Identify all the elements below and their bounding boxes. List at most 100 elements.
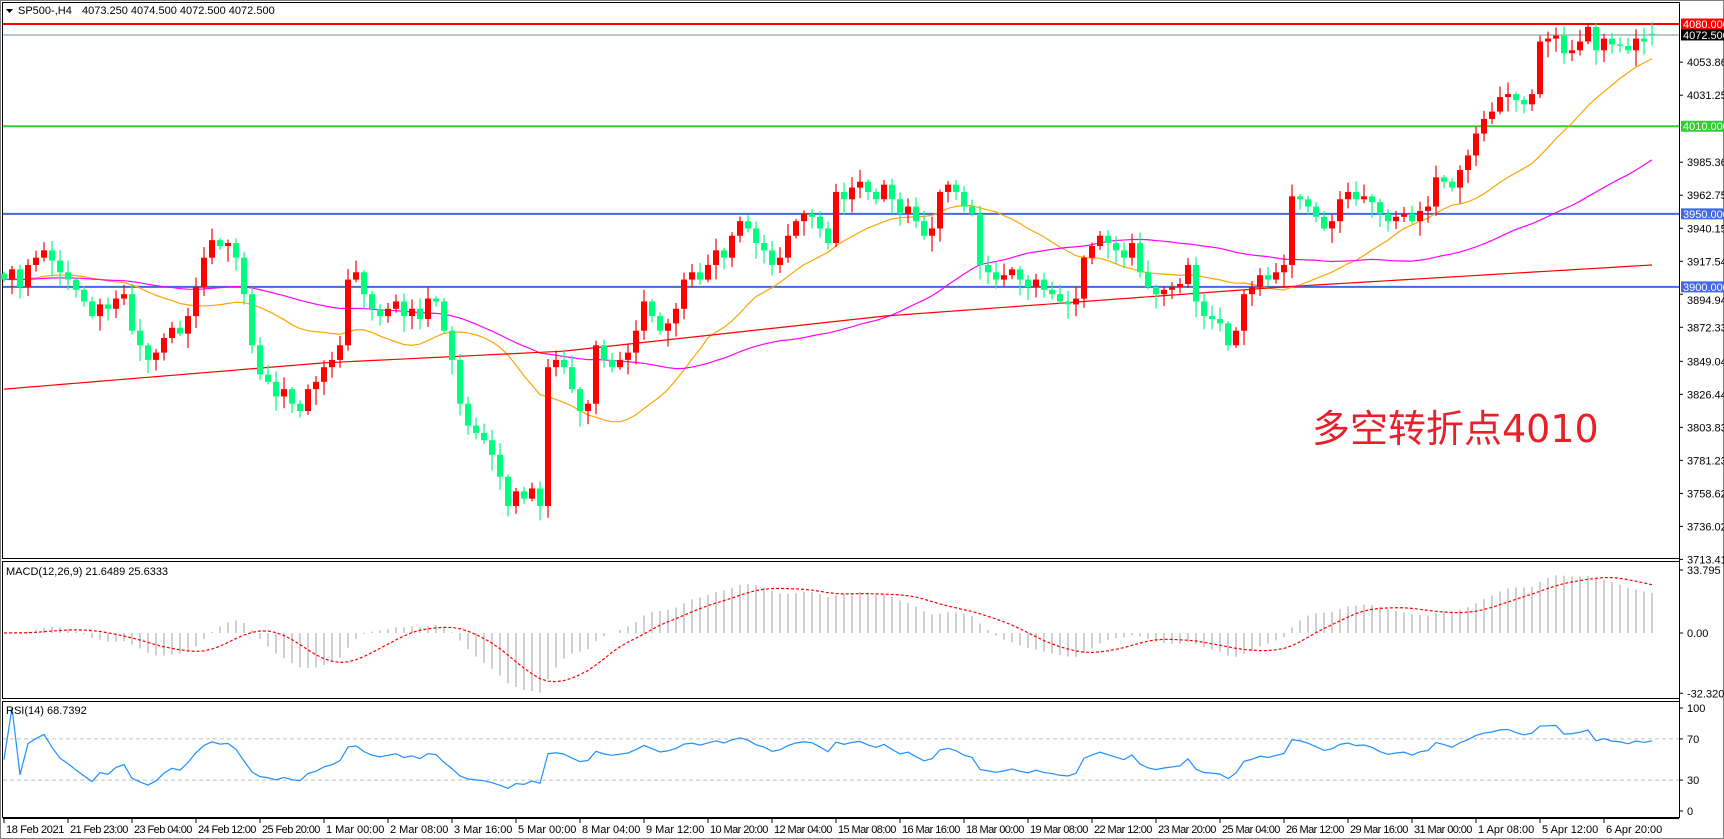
candle-up xyxy=(1249,286,1255,295)
candle-up xyxy=(161,338,167,353)
candle-up xyxy=(1577,41,1583,51)
candle-down xyxy=(129,294,135,331)
rsi-panel[interactable] xyxy=(3,707,1679,789)
candle-up xyxy=(689,272,695,280)
candle-down xyxy=(1377,202,1383,214)
price-tick-label: 3803.835 xyxy=(1687,422,1724,434)
candle-up xyxy=(1233,330,1239,346)
candle-up xyxy=(1585,26,1591,42)
price-label: 4010.000 xyxy=(1683,121,1724,133)
time-tick-label: 25 Feb 20:00 xyxy=(262,824,320,836)
candle-up xyxy=(169,327,175,339)
candle-up xyxy=(153,352,159,360)
time-tick-label: 31 Mar 00:00 xyxy=(1414,824,1472,836)
candle-down xyxy=(1305,199,1311,207)
candle-down xyxy=(1441,177,1447,182)
candle-down xyxy=(73,279,79,290)
candle-down xyxy=(745,221,751,229)
candle-down xyxy=(1121,250,1127,258)
candle-up xyxy=(1545,38,1551,42)
time-tick-label: 2 Mar 08:00 xyxy=(390,824,448,836)
macd-tick-label: -32.3207 xyxy=(1687,688,1724,700)
price-tick-label: 3917.545 xyxy=(1687,256,1724,268)
candle-up xyxy=(25,264,31,287)
candle-up xyxy=(1081,257,1087,299)
candle-down xyxy=(841,191,847,200)
time-tick-label: 23 Feb 04:00 xyxy=(134,824,192,836)
candle-down xyxy=(809,213,815,217)
candle-up xyxy=(1185,264,1191,284)
time-tick-label: 18 Mar 00:00 xyxy=(966,824,1024,836)
candle-down xyxy=(561,359,567,368)
price-tick-label: 4031.255 xyxy=(1687,90,1724,102)
candle-up xyxy=(1289,196,1295,265)
candle-down xyxy=(177,327,183,334)
candle-down xyxy=(457,359,463,404)
candle-up xyxy=(9,269,15,280)
candle-up xyxy=(1393,216,1399,222)
candle-up xyxy=(409,308,415,317)
candle-up xyxy=(1089,245,1095,258)
candle-down xyxy=(81,289,87,302)
candle-down xyxy=(897,199,903,214)
candle-down xyxy=(89,301,95,317)
price-tick-label: 3736.020 xyxy=(1687,521,1724,533)
candle-down xyxy=(145,345,151,360)
time-tick-label: 1 Mar 00:00 xyxy=(326,824,384,836)
candle-up xyxy=(529,488,535,499)
rsi-line xyxy=(3,707,1653,789)
candle-down xyxy=(601,345,607,360)
candle-up xyxy=(321,367,327,382)
candle-down xyxy=(1369,196,1375,203)
candle-up xyxy=(633,330,639,353)
price-tick-label: 3826.440 xyxy=(1687,389,1724,401)
rsi-tick-label: 70 xyxy=(1687,734,1699,746)
ma-fast-line xyxy=(3,58,1653,423)
candle-down xyxy=(521,491,527,499)
macd-panel[interactable] xyxy=(3,575,1653,693)
candle-up xyxy=(1273,272,1279,280)
candle-down xyxy=(889,184,895,200)
candle-up xyxy=(41,250,47,258)
candle-down xyxy=(1193,264,1199,302)
candle-up xyxy=(1489,111,1495,119)
time-tick-label: 6 Apr 20:00 xyxy=(1606,824,1662,836)
candle-down xyxy=(1617,44,1623,46)
candle-up xyxy=(1457,170,1463,188)
candle-up xyxy=(1537,41,1543,95)
candle-up xyxy=(641,301,647,331)
candle-up xyxy=(929,228,935,236)
candle-up xyxy=(113,298,119,309)
candle-up xyxy=(1161,289,1167,295)
candle-down xyxy=(1153,286,1159,295)
candle-up xyxy=(1465,155,1471,171)
price-label: 3900.000 xyxy=(1683,282,1724,294)
candle-down xyxy=(1025,279,1031,287)
collapse-triangle-icon[interactable] xyxy=(6,9,13,13)
price-panel[interactable] xyxy=(1,22,1679,521)
candle-up xyxy=(305,389,311,412)
time-tick-label: 10 Mar 20:00 xyxy=(710,824,768,836)
candle-down xyxy=(49,250,55,261)
candle-down xyxy=(505,476,511,506)
candle-down xyxy=(401,301,407,317)
candle-down xyxy=(1561,35,1567,54)
candle-down xyxy=(1225,323,1231,346)
candle-down xyxy=(1313,206,1319,217)
price-tick-label: 3872.335 xyxy=(1687,322,1724,334)
candle-down xyxy=(1649,33,1655,35)
candle-up xyxy=(1329,221,1335,229)
candle-down xyxy=(465,403,471,426)
candle-down xyxy=(241,257,247,295)
candle-up xyxy=(33,257,39,265)
price-label: 4080.000 xyxy=(1683,19,1724,31)
candle-up xyxy=(185,316,191,334)
candle-down xyxy=(913,206,919,222)
candle-up xyxy=(777,257,783,265)
candle-up xyxy=(849,187,855,200)
candle-down xyxy=(1049,289,1055,295)
price-tick-label: 3894.940 xyxy=(1687,295,1724,307)
candle-down xyxy=(993,272,999,280)
candle-down xyxy=(961,191,967,207)
